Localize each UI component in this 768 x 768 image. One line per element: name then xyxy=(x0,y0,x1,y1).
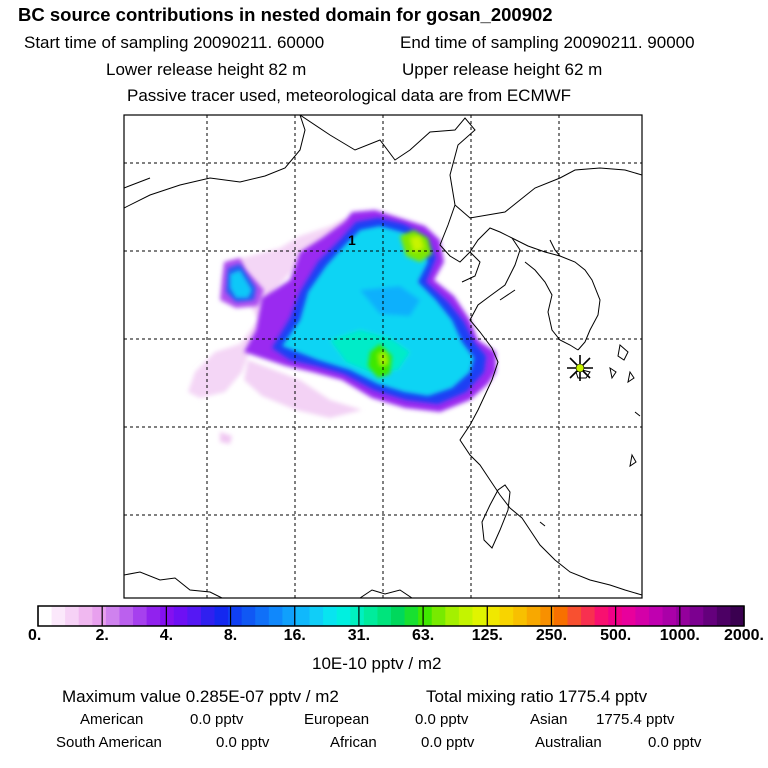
map-frame xyxy=(123,114,643,599)
source-value-asian: 1775.4 pptv xyxy=(596,711,675,728)
source-name-european: European xyxy=(304,711,370,728)
maximum-value: Maximum value 0.285E-07 pptv / m2 xyxy=(62,687,339,706)
source-name-asian: Asian xyxy=(530,711,568,728)
upper-release-height: Upper release height 62 m xyxy=(402,60,603,79)
colorbar-tick-label: 63. xyxy=(411,627,435,644)
start-time: Start time of sampling 20090211. 60000 xyxy=(24,33,325,52)
coastlines xyxy=(124,115,642,598)
colorbar-tick-label: 2000. xyxy=(723,627,764,644)
colorbar-tick-label: 31. xyxy=(347,627,371,644)
colorbar-tick-label: 16. xyxy=(283,627,306,644)
source-value-south-american: 0.0 pptv xyxy=(216,734,270,751)
end-time: End time of sampling 20090211. 90000 xyxy=(400,33,695,52)
colorbar-tick-label: 125. xyxy=(471,627,503,644)
source-value-african: 0.0 pptv xyxy=(421,734,475,751)
green-hotspots xyxy=(368,230,432,378)
source-value-american: 0.0 pptv xyxy=(190,711,244,728)
colorbar-unit-label: 10E-10 pptv / m2 xyxy=(312,654,442,673)
colorbar-tick-label: 0. xyxy=(28,627,42,644)
lower-release-height: Lower release height 82 m xyxy=(106,60,307,79)
colorbar-tick-label: 1000. xyxy=(659,627,700,644)
tracer-note: Passive tracer used, meteorological data… xyxy=(127,86,572,105)
plot-title: BC source contributions in nested domain… xyxy=(18,4,553,25)
colorbar-tick-label: 500. xyxy=(600,627,632,644)
total-mixing-ratio: Total mixing ratio 1775.4 pptv xyxy=(426,687,648,706)
source-value-european: 0.0 pptv xyxy=(415,711,469,728)
gridlines xyxy=(124,115,642,598)
receptor-star-icon xyxy=(567,355,593,381)
source-name-american: American xyxy=(80,711,144,728)
colorbar-tick-label: 2. xyxy=(95,627,109,644)
cyan-plume xyxy=(230,226,474,396)
contour-label: 1 xyxy=(348,232,356,248)
source-name-australian: Australian xyxy=(535,734,602,751)
colorbar-tick-label: 4. xyxy=(159,627,174,644)
colorbar-tick-label: 250. xyxy=(535,627,568,644)
source-name-south-american: South American xyxy=(56,734,162,751)
source-name-african: African xyxy=(330,734,377,751)
colorbar-tick-label: 8. xyxy=(223,627,238,644)
source-value-australian: 0.0 pptv xyxy=(648,734,702,751)
